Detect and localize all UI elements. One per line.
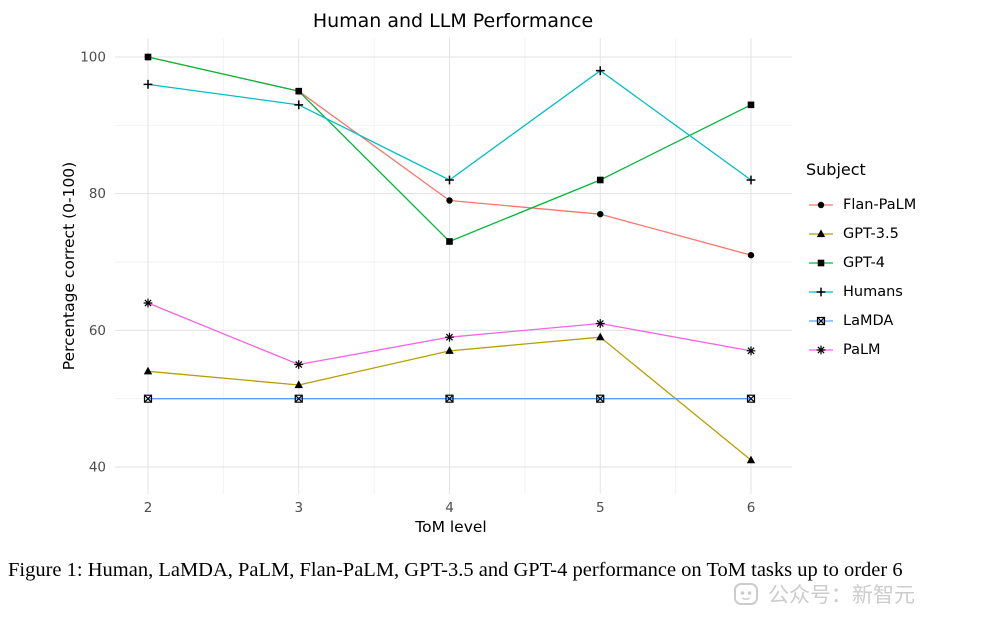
watermark-text: 公众号：新智元 [768, 583, 915, 607]
point-asterisk [445, 332, 454, 342]
point-plus [595, 66, 605, 76]
legend-key-lamda [809, 316, 833, 325]
legend-items: Flan-PaLM GPT-3.5 GPT-4 Humans LaMDA PaLM [806, 190, 916, 364]
point-square [596, 176, 604, 184]
legend-item-gpt-4: GPT-4 [806, 248, 916, 277]
point-asterisk [816, 345, 826, 354]
point-triangle [294, 380, 303, 389]
point-asterisk [746, 346, 756, 356]
legend-label: PaLM [843, 341, 881, 358]
point-square-x [816, 316, 826, 325]
point-triangle [816, 228, 826, 237]
legend-item-humans: Humans [806, 277, 916, 306]
legend-label: Flan-PaLM [843, 196, 917, 213]
legend-key-gpt-4 [809, 259, 833, 266]
point-circle [446, 197, 453, 204]
point-square [446, 238, 453, 245]
point-triangle [596, 332, 605, 341]
point-asterisk [595, 319, 605, 328]
point-square [817, 259, 825, 266]
legend-label: GPT-3.5 [843, 225, 899, 242]
y-tick-label: 80 [89, 186, 106, 202]
x-tick-label: 4 [445, 500, 454, 516]
point-square-x [445, 394, 454, 403]
series-group [143, 53, 756, 464]
point-square-x [596, 394, 605, 403]
point-asterisk [143, 298, 153, 308]
legend-key-gpt-3-5 [809, 228, 833, 237]
legend: Subject Flan-PaLM GPT-3.5 GPT-4 Humans LaMDA… [806, 160, 916, 364]
point-circle [747, 251, 755, 259]
point-circle [817, 201, 825, 208]
point-plus [294, 100, 304, 110]
series-gpt-3-5 [143, 332, 756, 464]
point-triangle [445, 346, 454, 354]
y-axis-title: Percentage correct (0-100) [60, 162, 78, 370]
point-plus [816, 287, 826, 296]
legend-key-humans [809, 287, 833, 296]
x-tick-label: 2 [144, 500, 153, 516]
point-square [144, 53, 152, 61]
point-plus [746, 175, 756, 185]
point-triangle [143, 366, 153, 375]
x-tick-label: 6 [747, 500, 756, 516]
gridlines [115, 38, 792, 494]
y-tick-label: 60 [89, 323, 106, 339]
line-chart: 40 60 80 100 2 3 4 5 6 Human and LLM Performance… [60, 10, 792, 536]
watermark: 公众号：新智元 [733, 579, 915, 609]
point-square-x [294, 394, 303, 403]
point-plus [143, 79, 153, 89]
point-circle [597, 210, 604, 218]
series-humans [143, 66, 756, 185]
x-tick-label: 3 [294, 500, 303, 516]
x-tick-label: 5 [596, 500, 605, 516]
legend-item-lamda: LaMDA [806, 306, 916, 335]
tick-labels: 40 60 80 100 2 3 4 5 6 [80, 50, 755, 517]
legend-item-palm: PaLM [806, 335, 916, 364]
legend-label: Humans [843, 283, 903, 300]
figure-caption: Figure 1: Human, LaMDA, PaLM, Flan-PaLM,… [8, 559, 903, 581]
point-asterisk [294, 360, 304, 369]
legend-key-palm [809, 345, 833, 354]
series-lamda [143, 394, 756, 403]
legend-item-flan-palm: Flan-PaLM [806, 190, 916, 219]
point-square-x [143, 394, 153, 403]
y-tick-label: 100 [80, 50, 106, 66]
legend-label: LaMDA [843, 312, 894, 329]
legend-label: GPT-4 [843, 254, 885, 271]
chart-title: Human and LLM Performance [313, 10, 593, 32]
point-triangle [746, 455, 756, 464]
y-tick-label: 40 [89, 460, 106, 476]
point-square [747, 101, 755, 109]
series-gpt-4 [144, 53, 755, 245]
point-plus [445, 175, 454, 185]
series-palm [143, 298, 756, 369]
point-square-x [746, 394, 756, 403]
legend-item-gpt-3-5: GPT-3.5 [806, 219, 916, 248]
legend-title: Subject [806, 160, 866, 179]
watermark-logo-icon [733, 581, 759, 607]
legend-key-flan-palm [809, 201, 833, 208]
x-axis-title: ToM level [414, 518, 486, 536]
point-square [295, 87, 303, 95]
